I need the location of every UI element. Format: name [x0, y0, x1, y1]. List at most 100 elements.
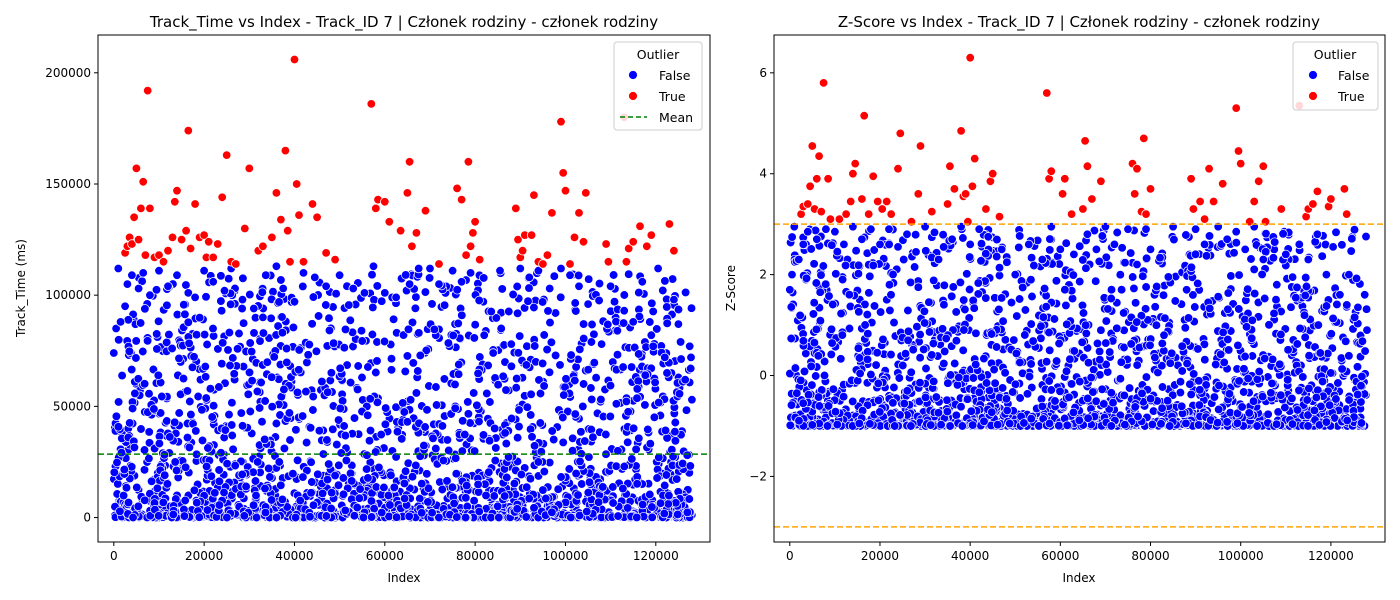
scatter-point-false — [180, 495, 190, 506]
scatter-point-false — [1027, 291, 1037, 302]
scatter-point-true — [167, 232, 178, 243]
scatter-point-false — [813, 351, 823, 361]
scatter-point-false — [951, 410, 961, 420]
scatter-point-false — [1130, 402, 1140, 412]
scatter-point-false — [1101, 316, 1111, 326]
scatter-point-false — [192, 498, 202, 508]
scatter-point-false — [338, 473, 349, 483]
scatter-point-false — [1132, 259, 1142, 270]
scatter-point-false — [474, 506, 484, 517]
scatter-point-false — [182, 432, 193, 443]
scatter-point-false — [484, 436, 495, 446]
scatter-point-false — [380, 288, 390, 298]
scatter-point-false — [427, 299, 437, 309]
scatter-point-true — [463, 157, 474, 167]
scatter-point-false — [228, 444, 238, 454]
scatter-point-true — [411, 228, 422, 238]
scatter-point-false — [327, 488, 337, 498]
scatter-point-false — [605, 411, 615, 422]
scatter-point-false — [653, 263, 663, 274]
scatter-point-false — [862, 354, 873, 365]
scatter-point-false — [138, 268, 148, 278]
scatter-point-false — [252, 386, 263, 397]
scatter-point-false — [1232, 418, 1243, 428]
scatter-point-false — [264, 463, 274, 474]
scatter-point-false — [113, 397, 124, 407]
scatter-point-false — [1112, 323, 1122, 333]
scatter-point-false — [191, 330, 202, 340]
scatter-point-false — [1000, 368, 1010, 378]
scatter-point-false — [469, 496, 479, 506]
scatter-point-false — [1177, 366, 1187, 376]
scatter-point-false — [274, 457, 284, 467]
scatter-point-false — [1199, 239, 1210, 250]
scatter-point-false — [1091, 244, 1102, 255]
scatter-point-false — [594, 295, 604, 306]
scatter-point-false — [1106, 285, 1117, 295]
scatter-point-false — [1291, 293, 1301, 303]
scatter-point-false — [530, 341, 540, 351]
scatter-point-false — [338, 489, 349, 499]
scatter-point-false — [906, 421, 916, 431]
scatter-point-false — [216, 448, 226, 458]
x-tick-label: 120000 — [633, 549, 679, 563]
scatter-point-false — [491, 313, 501, 323]
scatter-point-false — [234, 328, 244, 339]
scatter-point-false — [190, 292, 200, 303]
scatter-point-false — [127, 270, 137, 280]
scatter-point-false — [423, 497, 433, 507]
scatter-point-false — [226, 299, 236, 309]
scatter-point-false — [1321, 417, 1332, 427]
scatter-point-false — [674, 389, 685, 399]
scatter-point-true — [371, 203, 381, 214]
scatter-point-false — [310, 272, 320, 283]
scatter-point-false — [1321, 269, 1332, 280]
scatter-point-false — [1026, 359, 1036, 369]
scatter-point-false — [508, 289, 518, 300]
scatter-point-false — [670, 427, 680, 437]
scatter-point-false — [374, 462, 384, 473]
x-tick-label: 40000 — [275, 549, 313, 563]
scatter-point-false — [194, 512, 204, 522]
scatter-point-false — [199, 329, 210, 340]
scatter-point-false — [285, 435, 295, 445]
scatter-point-false — [994, 304, 1004, 315]
scatter-point-false — [109, 467, 119, 477]
scatter-point-true — [814, 151, 824, 161]
scatter-point-false — [334, 460, 344, 470]
scatter-point-false — [186, 409, 196, 420]
scatter-point-false — [260, 483, 270, 494]
scatter-point-false — [1044, 376, 1054, 386]
scatter-point-false — [888, 398, 898, 408]
scatter-point-false — [1261, 247, 1271, 257]
scatter-point-false — [521, 512, 531, 522]
scatter-point-false — [1119, 308, 1129, 318]
scatter-point-false — [512, 308, 523, 318]
scatter-point-false — [523, 296, 533, 306]
scatter-point-false — [515, 263, 526, 274]
scatter-point-false — [785, 285, 795, 295]
scatter-point-false — [1064, 392, 1074, 402]
scatter-point-false — [895, 410, 905, 420]
scatter-point-false — [863, 329, 873, 339]
scatter-point-false — [667, 274, 678, 284]
scatter-point-false — [247, 376, 257, 386]
scatter-point-false — [543, 306, 553, 316]
scatter-point-false — [294, 345, 304, 355]
scatter-point-false — [1280, 402, 1290, 413]
scatter-point-true — [321, 248, 331, 258]
scatter-point-false — [1157, 403, 1167, 413]
scatter-point-false — [637, 277, 648, 287]
scatter-point-true — [221, 150, 232, 160]
scatter-point-false — [524, 283, 534, 293]
scatter-point-false — [1264, 320, 1274, 330]
scatter-point-false — [839, 239, 849, 250]
scatter-point-false — [261, 270, 271, 280]
scatter-point-false — [488, 348, 498, 358]
scatter-point-false — [313, 311, 324, 321]
scatter-point-false — [1116, 357, 1126, 367]
scatter-point-false — [1086, 372, 1096, 383]
scatter-point-false — [179, 511, 190, 521]
scatter-point-false — [670, 436, 681, 446]
scatter-point-false — [163, 281, 173, 292]
